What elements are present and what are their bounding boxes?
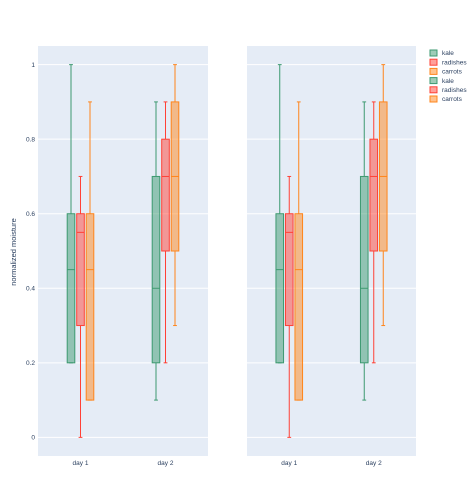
x-tick-label: day 2: [366, 460, 382, 467]
series-carrots: [85, 64, 180, 401]
legend-item-radishes[interactable]: radishes: [429, 58, 467, 66]
box-radishes-day-1[interactable]: [76, 175, 85, 438]
box-radishes-day-1[interactable]: [284, 175, 294, 438]
panel-1: 0 0.2 0.4 0.6 0.8 1 day 1 day 2: [26, 46, 208, 467]
box-kale-day-1[interactable]: [275, 64, 285, 364]
series-radishes: [76, 101, 170, 438]
box-body: [359, 175, 369, 364]
box-body: [275, 213, 285, 364]
box-body: [151, 175, 161, 364]
panel-2: day 1 day 2: [247, 46, 416, 467]
legend-item-carrots[interactable]: carrots: [429, 95, 463, 103]
box-body: [76, 213, 85, 327]
x-tick-label: day 1: [281, 460, 297, 467]
legend-swatch: [429, 58, 438, 66]
x-tick-label: day 2: [158, 460, 174, 467]
box-body: [85, 213, 95, 401]
legend-label: radishes: [442, 87, 467, 94]
box-body: [369, 138, 379, 252]
y-tick-label: 0.8: [26, 136, 35, 143]
series-radishes: [284, 101, 379, 438]
y-tick-label: 1: [31, 62, 35, 69]
legend-label: kale: [442, 78, 454, 85]
series-kale: [275, 64, 369, 401]
y-tick-label: 0: [31, 435, 35, 442]
legend-item-kale[interactable]: kale: [429, 77, 454, 85]
box-carrots-day-1[interactable]: [294, 101, 304, 401]
x-tick-label: day 1: [73, 460, 89, 467]
legend-swatch: [429, 67, 438, 75]
box-body: [294, 213, 304, 401]
series-kale: [66, 64, 161, 401]
plot-background: [247, 46, 416, 456]
legend-swatch: [429, 49, 438, 57]
y-tick-label: 0.4: [26, 285, 35, 292]
series-carrots: [294, 64, 388, 401]
legend-label: kale: [442, 50, 454, 57]
box-carrots-day-2[interactable]: [170, 64, 180, 327]
legend-item-radishes[interactable]: radishes: [429, 86, 467, 94]
box-kale-day-2[interactable]: [359, 101, 369, 401]
box-body: [284, 213, 294, 327]
plot-panels: 0 0.2 0.4 0.6 0.8 1 day 1 day 2 day 1 day 2: [26, 46, 416, 467]
y-tick-label: 0.2: [26, 360, 35, 367]
legend-swatch: [429, 77, 438, 85]
box-body: [161, 138, 170, 252]
y-tick-label: 0.6: [26, 211, 35, 218]
box-carrots-day-2[interactable]: [378, 64, 388, 327]
legend-item-carrots[interactable]: carrots: [429, 67, 463, 76]
legend-label: carrots: [442, 69, 463, 76]
legend-swatch: [429, 86, 438, 94]
legend-swatch: [429, 95, 438, 103]
y-axis-title: normalized moisture: [9, 218, 18, 286]
box-carrots-day-1[interactable]: [85, 101, 95, 401]
plot-background: [38, 46, 208, 456]
box-body: [66, 213, 76, 364]
box-radishes-day-2[interactable]: [161, 101, 170, 364]
legend-label: carrots: [442, 96, 463, 103]
box-kale-day-1[interactable]: [66, 64, 76, 364]
box-radishes-day-2[interactable]: [369, 101, 379, 364]
legend[interactable]: kale radishes carrots kale radishes carrots: [429, 49, 467, 103]
legend-label: radishes: [442, 59, 467, 66]
box-kale-day-2[interactable]: [151, 101, 161, 401]
legend-item-kale[interactable]: kale: [429, 49, 454, 57]
